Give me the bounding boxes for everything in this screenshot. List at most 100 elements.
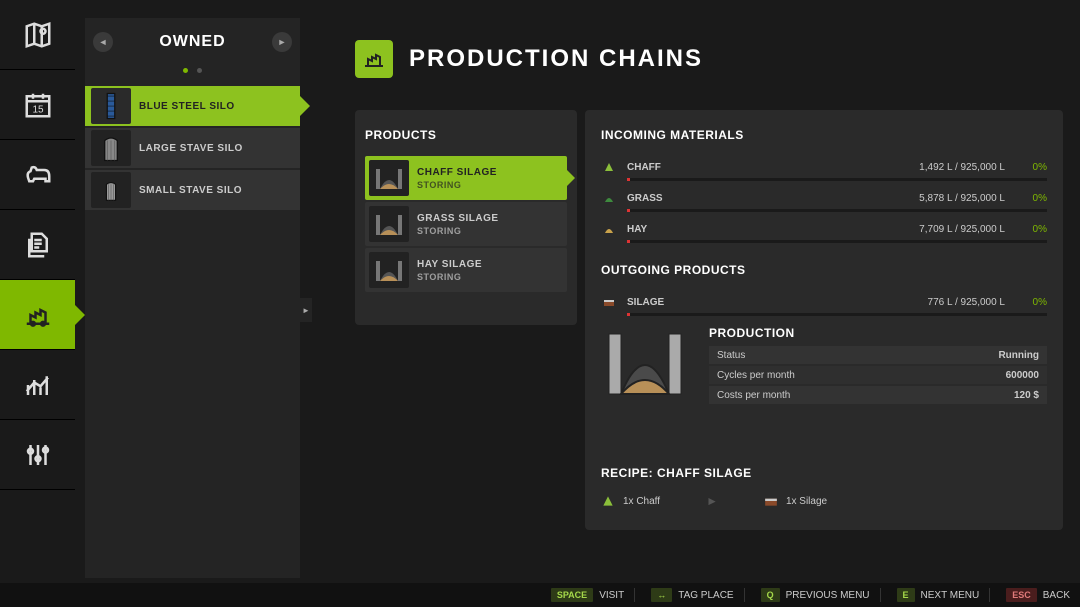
material-pct: 0% [1019, 297, 1047, 308]
product-item[interactable]: CHAFF SILAGE STORING [365, 156, 567, 200]
material-name: GRASS [627, 193, 663, 204]
silo-large-icon [91, 130, 131, 166]
chaff-icon [601, 161, 617, 173]
footer-hint[interactable]: ↔ TAG PLACE [651, 588, 733, 602]
material-pct: 0% [1019, 193, 1047, 204]
silo-small-icon [91, 172, 131, 208]
incoming-heading: INCOMING MATERIALS [601, 128, 1047, 142]
material-bar [627, 313, 1047, 316]
page-title: PRODUCTION CHAINS [409, 45, 703, 73]
recipe-input-text: 1x Chaff [623, 496, 660, 507]
nav-item-calendar[interactable]: 15 [0, 70, 75, 140]
owned-list: BLUE STEEL SILO LARGE STAVE SILO SMALL S… [85, 86, 300, 210]
grass-icon [601, 192, 617, 204]
material-pct: 0% [1019, 224, 1047, 235]
nav-item-settings[interactable] [0, 420, 75, 490]
product-name: CHAFF SILAGE [417, 167, 497, 178]
owned-item[interactable]: BLUE STEEL SILO [85, 86, 300, 126]
nav-item-livestock[interactable] [0, 140, 75, 210]
owned-page-dots [85, 60, 300, 78]
silo-blue-icon [91, 88, 131, 124]
footer-sep [744, 588, 745, 602]
prod-row-value: Running [998, 350, 1039, 361]
page-dot[interactable] [183, 68, 188, 73]
nav-item-production[interactable] [0, 280, 75, 350]
product-item[interactable]: HAY SILAGE STORING [365, 248, 567, 292]
production-heading: PRODUCTION [709, 326, 1047, 340]
products-heading: PRODUCTS [365, 128, 567, 142]
prod-row-value: 120 $ [1014, 390, 1039, 401]
material-bar [627, 240, 1047, 243]
owned-label: SMALL STAVE SILO [139, 185, 242, 196]
product-item[interactable]: GRASS SILAGE STORING [365, 202, 567, 246]
key-q: Q [761, 588, 780, 602]
map-icon [23, 20, 53, 50]
collapse-owned-button[interactable]: ► [300, 298, 312, 322]
svg-text:15: 15 [32, 104, 44, 115]
outgoing-heading: OUTGOING PRODUCTS [601, 263, 1047, 277]
products-panel: PRODUCTS CHAFF SILAGE STORING GRASS SILA… [355, 110, 577, 325]
recipe-arrow-icon: ► [706, 494, 718, 508]
recipe-row: 1x Chaff ► 1x Silage [601, 494, 1047, 508]
silage-icon [601, 296, 617, 308]
footer-label: PREVIOUS MENU [786, 590, 870, 601]
key-e: E [897, 588, 915, 602]
footer-label: BACK [1043, 590, 1070, 601]
production-icon [362, 47, 386, 71]
footer-label: VISIT [599, 590, 624, 601]
nav-item-stats[interactable] [0, 350, 75, 420]
owned-title: OWNED [159, 33, 225, 51]
footer-hint[interactable]: Q PREVIOUS MENU [761, 588, 870, 602]
prod-row-label: Status [717, 350, 745, 361]
recipe-heading: RECIPE: CHAFF SILAGE [601, 466, 1047, 480]
production-row: Cycles per month 600000 [709, 366, 1047, 384]
main-header: PRODUCTION CHAINS [355, 40, 703, 78]
product-status: STORING [417, 272, 482, 282]
footer-hint[interactable]: E NEXT MENU [897, 588, 980, 602]
owned-item[interactable]: LARGE STAVE SILO [85, 128, 300, 168]
material-bar [627, 209, 1047, 212]
product-list: CHAFF SILAGE STORING GRASS SILAGE STORIN… [365, 156, 567, 292]
documents-icon [23, 230, 53, 260]
material-row: SILAGE 776 L / 925,000 L 0% [601, 291, 1047, 313]
product-status: STORING [417, 180, 497, 190]
silage-icon [764, 494, 778, 508]
recipe-output-text: 1x Silage [786, 496, 827, 507]
material-pct: 0% [1019, 162, 1047, 173]
product-status: STORING [417, 226, 499, 236]
product-name: HAY SILAGE [417, 259, 482, 270]
calendar-icon: 15 [23, 90, 53, 120]
nav-item-map[interactable] [0, 0, 75, 70]
silage-heap-icon [369, 252, 409, 288]
recipe-output: 1x Silage [764, 494, 827, 508]
material-row: CHAFF 1,492 L / 925,000 L 0% [601, 156, 1047, 178]
material-name: CHAFF [627, 162, 661, 173]
production-icon [23, 300, 53, 330]
material-amount: 1,492 L / 925,000 L [919, 162, 1005, 173]
prod-row-label: Cycles per month [717, 370, 795, 381]
silage-heap-icon [369, 206, 409, 242]
stats-icon [23, 370, 53, 400]
key-esc: ESC [1006, 588, 1037, 602]
owned-item[interactable]: SMALL STAVE SILO [85, 170, 300, 210]
footer-hint[interactable]: ESC BACK [1006, 588, 1070, 602]
material-amount: 776 L / 925,000 L [928, 297, 1005, 308]
page-dot[interactable] [197, 68, 202, 73]
next-category-button[interactable]: ► [272, 32, 292, 52]
footer-sep [880, 588, 881, 602]
material-row: GRASS 5,878 L / 925,000 L 0% [601, 187, 1047, 209]
chaff-icon [601, 494, 615, 508]
material-name: HAY [627, 224, 647, 235]
material-row: HAY 7,709 L / 925,000 L 0% [601, 218, 1047, 240]
footer-hint[interactable]: SPACE VISIT [551, 588, 624, 602]
livestock-icon [23, 160, 53, 190]
owned-label: BLUE STEEL SILO [139, 101, 235, 112]
nav-item-documents[interactable] [0, 210, 75, 280]
footer-label: TAG PLACE [678, 590, 733, 601]
prev-category-button[interactable]: ◄ [93, 32, 113, 52]
production-table: PRODUCTION Status Running Cycles per mon… [709, 326, 1047, 406]
material-bar [627, 178, 1047, 181]
hay-icon [601, 223, 617, 235]
product-name: GRASS SILAGE [417, 213, 499, 224]
owned-header: ◄ OWNED ► [85, 18, 300, 66]
